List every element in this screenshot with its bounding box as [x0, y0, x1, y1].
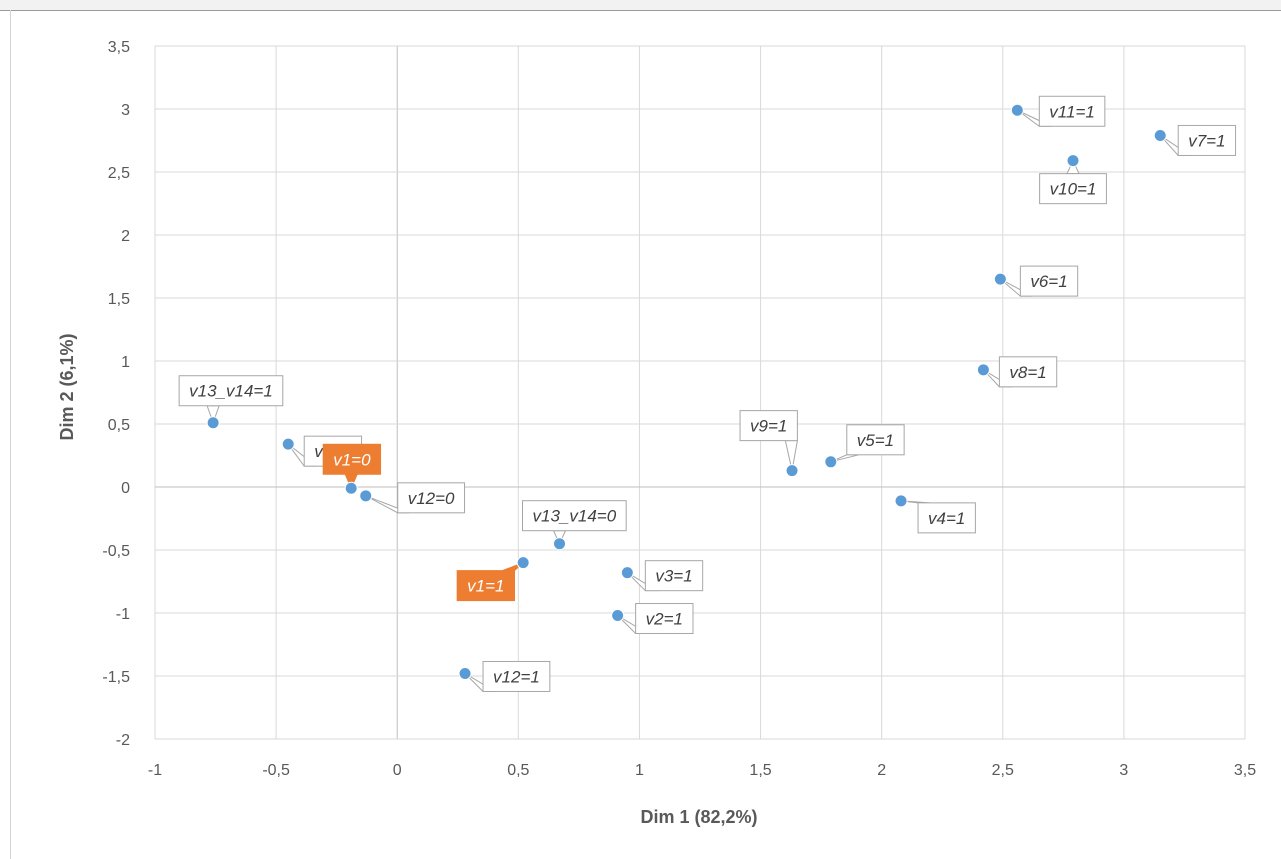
- data-point: [553, 537, 567, 551]
- data-label-text: v5=1: [857, 431, 894, 450]
- data-label-v8-1: v8=1: [983, 356, 1058, 388]
- y-tick-label: 2: [121, 228, 130, 245]
- data-label-v12-1: v12=1: [464, 660, 551, 692]
- tick-labels: -1 -0,5 0 0,5 1 1,5 2 2,5 3 3,5 -2 -1,5 -1 -0,5 0 0,5 1 1…: [102, 39, 1256, 779]
- window-left-border: [10, 10, 11, 859]
- data-point: [1066, 154, 1080, 168]
- data-label-text: v11=1: [1049, 102, 1095, 121]
- data-point: [785, 464, 799, 478]
- label-box: [635, 603, 694, 635]
- x-tick-label: 2: [877, 762, 886, 779]
- data-label-v10-1: v10=1: [1039, 159, 1107, 205]
- data-point: [976, 363, 990, 377]
- data-label-text: v13_v14=1: [189, 382, 273, 401]
- data-point: [620, 566, 634, 580]
- grid-lines: [154, 45, 1246, 740]
- data-label-v13-v14-0: v13_v14=0: [522, 500, 627, 545]
- window-top-border: [0, 0, 1281, 11]
- data-point: [458, 666, 472, 680]
- data-label-text: v10=1: [1050, 180, 1097, 199]
- data-label-text: v9=1: [750, 417, 787, 436]
- data-label-v9-1: v9=1: [739, 410, 798, 471]
- x-tick-label: -0,5: [262, 762, 290, 779]
- label-box: [917, 502, 976, 534]
- data-label-v7-1: v7=1: [1159, 124, 1237, 156]
- data-label-text: v8=1: [1009, 363, 1046, 382]
- label-box: [1038, 95, 1106, 127]
- data-point: [993, 272, 1007, 286]
- x-tick-label: 3: [1119, 762, 1128, 779]
- y-tick-label: -1,5: [102, 669, 130, 686]
- label-box: [1019, 265, 1079, 297]
- data-point: [1010, 103, 1024, 117]
- data-label-v12-0: v12=0: [365, 482, 466, 514]
- data-label-v4-1: v4=1: [900, 500, 976, 534]
- y-tick-label: -0,5: [102, 543, 130, 560]
- label-box: [482, 660, 551, 692]
- x-tick-label: -1: [148, 762, 162, 779]
- label-box: [522, 500, 627, 532]
- data-label-text: v1=1: [467, 577, 504, 596]
- data-point: [206, 416, 220, 430]
- data-label-text: v7=1: [1188, 131, 1225, 150]
- x-tick-label: 1,5: [749, 762, 771, 779]
- y-tick-label: 2,5: [108, 165, 130, 182]
- y-tick-label: 0,5: [108, 417, 130, 434]
- y-tick-label: 1: [121, 354, 130, 371]
- data-label-v2-1: v2=1: [617, 603, 694, 635]
- data-point: [611, 609, 625, 623]
- label-box: [456, 570, 516, 602]
- data-label-v6-1: v6=1: [1000, 265, 1079, 297]
- label-box: [846, 424, 905, 456]
- data-label-text: v13_v14=0: [533, 507, 617, 526]
- data-label-text: v4=1: [928, 509, 965, 528]
- data-label-text: v12=1: [493, 667, 540, 686]
- x-tick-label: 0,5: [507, 762, 529, 779]
- data-label-text: v2=1: [646, 610, 683, 629]
- data-point: [1153, 128, 1167, 142]
- data-label-text: v1=0: [333, 450, 371, 469]
- label-box: [644, 560, 704, 592]
- label-box: [1039, 173, 1107, 205]
- label-box: [1177, 124, 1237, 156]
- y-tick-label: 3,5: [108, 39, 130, 56]
- label-box: [178, 375, 284, 407]
- data-point: [359, 489, 373, 503]
- y-axis-title: Dim 2 (6,1%): [57, 333, 77, 440]
- y-tick-label: 3: [121, 102, 130, 119]
- x-tick-label: 2,5: [992, 762, 1014, 779]
- data-label-v1-0: v1=0: [322, 443, 382, 490]
- label-box: [397, 482, 466, 514]
- data-point: [516, 556, 530, 570]
- y-tick-label: -1: [116, 606, 130, 623]
- x-tick-label: 3,5: [1234, 762, 1256, 779]
- x-tick-label: 0: [393, 762, 402, 779]
- x-axis-title: Dim 1 (82,2%): [640, 807, 757, 827]
- data-point: [894, 494, 908, 508]
- data-label-v1-1: v1=1: [456, 562, 524, 602]
- data-label-text: v12=0: [408, 489, 455, 508]
- data-label-v3-1: v3=1: [626, 560, 704, 592]
- label-box: [998, 356, 1058, 388]
- data-label-text: v3=1: [655, 567, 692, 586]
- data-label-v11-1: v11=1: [1017, 95, 1106, 127]
- data-label-text: v6=1: [1030, 272, 1067, 291]
- data-point: [344, 481, 358, 495]
- y-tick-label: 0: [121, 480, 130, 497]
- y-tick-label: -2: [116, 732, 130, 749]
- data-label-v5-1: v5=1: [830, 424, 905, 463]
- data-label-callouts: v11=1v7=1v10=1v6=1v8=1v13_v14=1v3=0v1=0v…: [178, 95, 1237, 692]
- data-point: [824, 455, 838, 469]
- label-box: [322, 443, 382, 475]
- data-point: [281, 437, 295, 451]
- data-label-v13-v14-1: v13_v14=1: [178, 375, 284, 425]
- label-box: [739, 410, 798, 442]
- data-points: [206, 103, 1167, 680]
- y-tick-label: 1,5: [108, 291, 130, 308]
- x-tick-label: 1: [635, 762, 644, 779]
